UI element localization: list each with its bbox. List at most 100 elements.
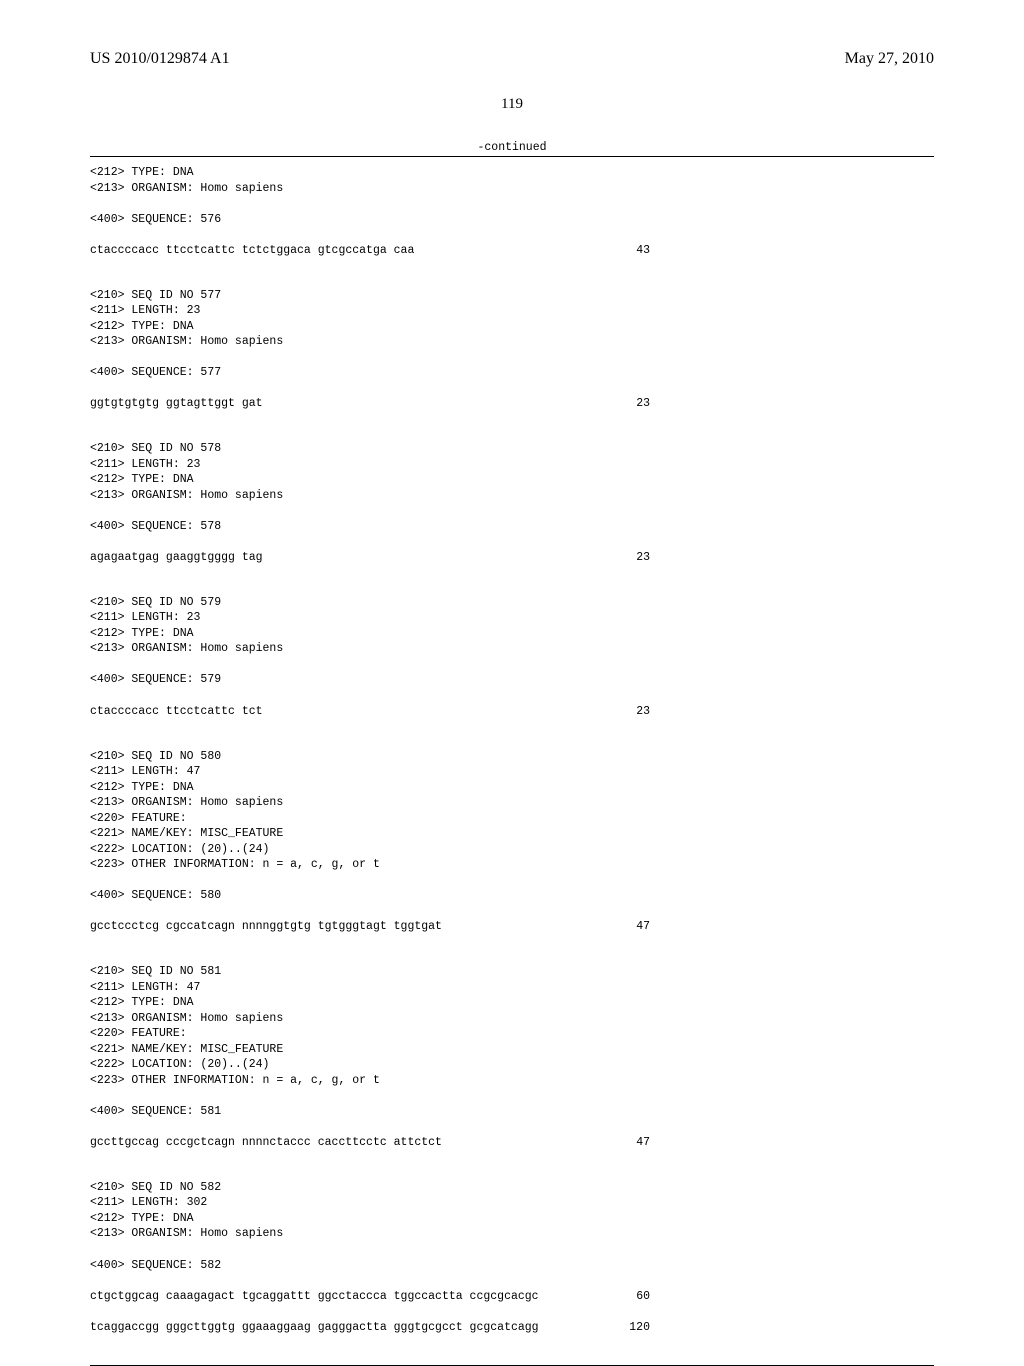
sequence-block: <210> SEQ ID NO 578<211> LENGTH: 23<212>… (90, 441, 934, 581)
continued-label: -continued (90, 141, 934, 154)
meta-line: <223> OTHER INFORMATION: n = a, c, g, or… (90, 857, 934, 873)
meta-line: <211> LENGTH: 302 (90, 1195, 934, 1211)
blank-line (90, 381, 934, 397)
sequence-listing: <212> TYPE: DNA<213> ORGANISM: Homo sapi… (90, 165, 934, 1351)
meta-line: <213> ORGANISM: Homo sapiens (90, 488, 934, 504)
sequence-position: 23 (610, 550, 650, 566)
meta-line: <210> SEQ ID NO 582 (90, 1180, 934, 1196)
sequence-position: 47 (610, 919, 650, 935)
meta-line: <212> TYPE: DNA (90, 1211, 934, 1227)
meta-line: <213> ORGANISM: Homo sapiens (90, 795, 934, 811)
meta-line: <212> TYPE: DNA (90, 319, 934, 335)
sequence-block: <210> SEQ ID NO 580<211> LENGTH: 47<212>… (90, 749, 934, 951)
meta-line: <211> LENGTH: 47 (90, 764, 934, 780)
meta-line: <400> SEQUENCE: 579 (90, 672, 934, 688)
sequence-text: tcaggaccgg gggcttggtg ggaaaggaag gagggac… (90, 1320, 539, 1336)
meta-line (90, 196, 934, 212)
sequence-text: gcctccctcg cgccatcagn nnnnggtgtg tgtgggt… (90, 919, 442, 935)
sequence-block: <210> SEQ ID NO 579<211> LENGTH: 23<212>… (90, 595, 934, 735)
blank-line (90, 935, 934, 951)
sequence-line: ctaccccacc ttcctcattc tct 23 (90, 704, 650, 720)
sequence-position: 23 (610, 396, 650, 412)
meta-line: <211> LENGTH: 23 (90, 610, 934, 626)
meta-line: <400> SEQUENCE: 582 (90, 1258, 934, 1274)
meta-line: <213> ORGANISM: Homo sapiens (90, 181, 934, 197)
meta-line: <212> TYPE: DNA (90, 995, 934, 1011)
meta-line: <400> SEQUENCE: 578 (90, 519, 934, 535)
meta-line: <210> SEQ ID NO 579 (90, 595, 934, 611)
meta-line: <210> SEQ ID NO 581 (90, 964, 934, 980)
blank-line (90, 565, 934, 581)
meta-line: <213> ORGANISM: Homo sapiens (90, 334, 934, 350)
meta-line: <211> LENGTH: 23 (90, 457, 934, 473)
page-header: US 2010/0129874 A1 May 27, 2010 (90, 50, 934, 68)
publication-date: May 27, 2010 (845, 50, 934, 68)
meta-line (90, 503, 934, 519)
meta-line: <210> SEQ ID NO 580 (90, 749, 934, 765)
sequence-block: <210> SEQ ID NO 577<211> LENGTH: 23<212>… (90, 288, 934, 428)
sequence-text: gccttgccag cccgctcagn nnnnctaccc caccttc… (90, 1135, 442, 1151)
meta-line: <211> LENGTH: 23 (90, 303, 934, 319)
meta-line: <221> NAME/KEY: MISC_FEATURE (90, 1042, 934, 1058)
blank-line (90, 1335, 934, 1351)
blank-line (90, 412, 934, 428)
sequence-block: <212> TYPE: DNA<213> ORGANISM: Homo sapi… (90, 165, 934, 274)
meta-line: <400> SEQUENCE: 580 (90, 888, 934, 904)
sequence-position: 60 (610, 1289, 650, 1305)
sequence-line: gccttgccag cccgctcagn nnnnctaccc caccttc… (90, 1135, 650, 1151)
rule-top (90, 156, 934, 157)
meta-line: <212> TYPE: DNA (90, 780, 934, 796)
sequence-position: 47 (610, 1135, 650, 1151)
rule-bottom (90, 1365, 934, 1366)
sequence-position: 120 (610, 1320, 650, 1336)
meta-line: <210> SEQ ID NO 578 (90, 441, 934, 457)
blank-line (90, 719, 934, 735)
blank-line (90, 1304, 934, 1320)
publication-number: US 2010/0129874 A1 (90, 50, 230, 68)
meta-line: <212> TYPE: DNA (90, 626, 934, 642)
meta-line: <212> TYPE: DNA (90, 165, 934, 181)
sequence-line: gcctccctcg cgccatcagn nnnnggtgtg tgtgggt… (90, 919, 650, 935)
sequence-block: <210> SEQ ID NO 581<211> LENGTH: 47<212>… (90, 964, 934, 1166)
sequence-block: <210> SEQ ID NO 582<211> LENGTH: 302<212… (90, 1180, 934, 1351)
meta-line: <220> FEATURE: (90, 1026, 934, 1042)
meta-line: <400> SEQUENCE: 581 (90, 1104, 934, 1120)
blank-line (90, 227, 934, 243)
sequence-text: ctgctggcag caaagagact tgcaggattt ggcctac… (90, 1289, 539, 1305)
page: US 2010/0129874 A1 May 27, 2010 119 -con… (0, 0, 1024, 1320)
blank-line (90, 1273, 934, 1289)
meta-line: <220> FEATURE: (90, 811, 934, 827)
blank-line (90, 258, 934, 274)
sequence-line: ctaccccacc ttcctcattc tctctggaca gtcgcca… (90, 243, 650, 259)
meta-line: <213> ORGANISM: Homo sapiens (90, 1011, 934, 1027)
sequence-text: ggtgtgtgtg ggtagttggt gat (90, 396, 263, 412)
blank-line (90, 534, 934, 550)
blank-line (90, 904, 934, 920)
sequence-text: ctaccccacc ttcctcattc tct (90, 704, 263, 720)
meta-line: <210> SEQ ID NO 577 (90, 288, 934, 304)
sequence-text: ctaccccacc ttcctcattc tctctggaca gtcgcca… (90, 243, 414, 259)
meta-line (90, 657, 934, 673)
meta-line: <211> LENGTH: 47 (90, 980, 934, 996)
meta-line (90, 1088, 934, 1104)
meta-line: <222> LOCATION: (20)..(24) (90, 842, 934, 858)
meta-line: <400> SEQUENCE: 576 (90, 212, 934, 228)
meta-line: <213> ORGANISM: Homo sapiens (90, 1226, 934, 1242)
meta-line: <222> LOCATION: (20)..(24) (90, 1057, 934, 1073)
meta-line: <213> ORGANISM: Homo sapiens (90, 641, 934, 657)
blank-line (90, 1150, 934, 1166)
sequence-position: 23 (610, 704, 650, 720)
meta-line: <221> NAME/KEY: MISC_FEATURE (90, 826, 934, 842)
meta-line (90, 1242, 934, 1258)
meta-line: <212> TYPE: DNA (90, 472, 934, 488)
sequence-line: ctgctggcag caaagagact tgcaggattt ggcctac… (90, 1289, 650, 1305)
blank-line (90, 1119, 934, 1135)
sequence-text: agagaatgag gaaggtgggg tag (90, 550, 263, 566)
meta-line (90, 350, 934, 366)
sequence-line: tcaggaccgg gggcttggtg ggaaaggaag gagggac… (90, 1320, 650, 1336)
blank-line (90, 688, 934, 704)
sequence-line: ggtgtgtgtg ggtagttggt gat 23 (90, 396, 650, 412)
sequence-position: 43 (610, 243, 650, 259)
page-number: 119 (90, 96, 934, 113)
meta-line: <400> SEQUENCE: 577 (90, 365, 934, 381)
